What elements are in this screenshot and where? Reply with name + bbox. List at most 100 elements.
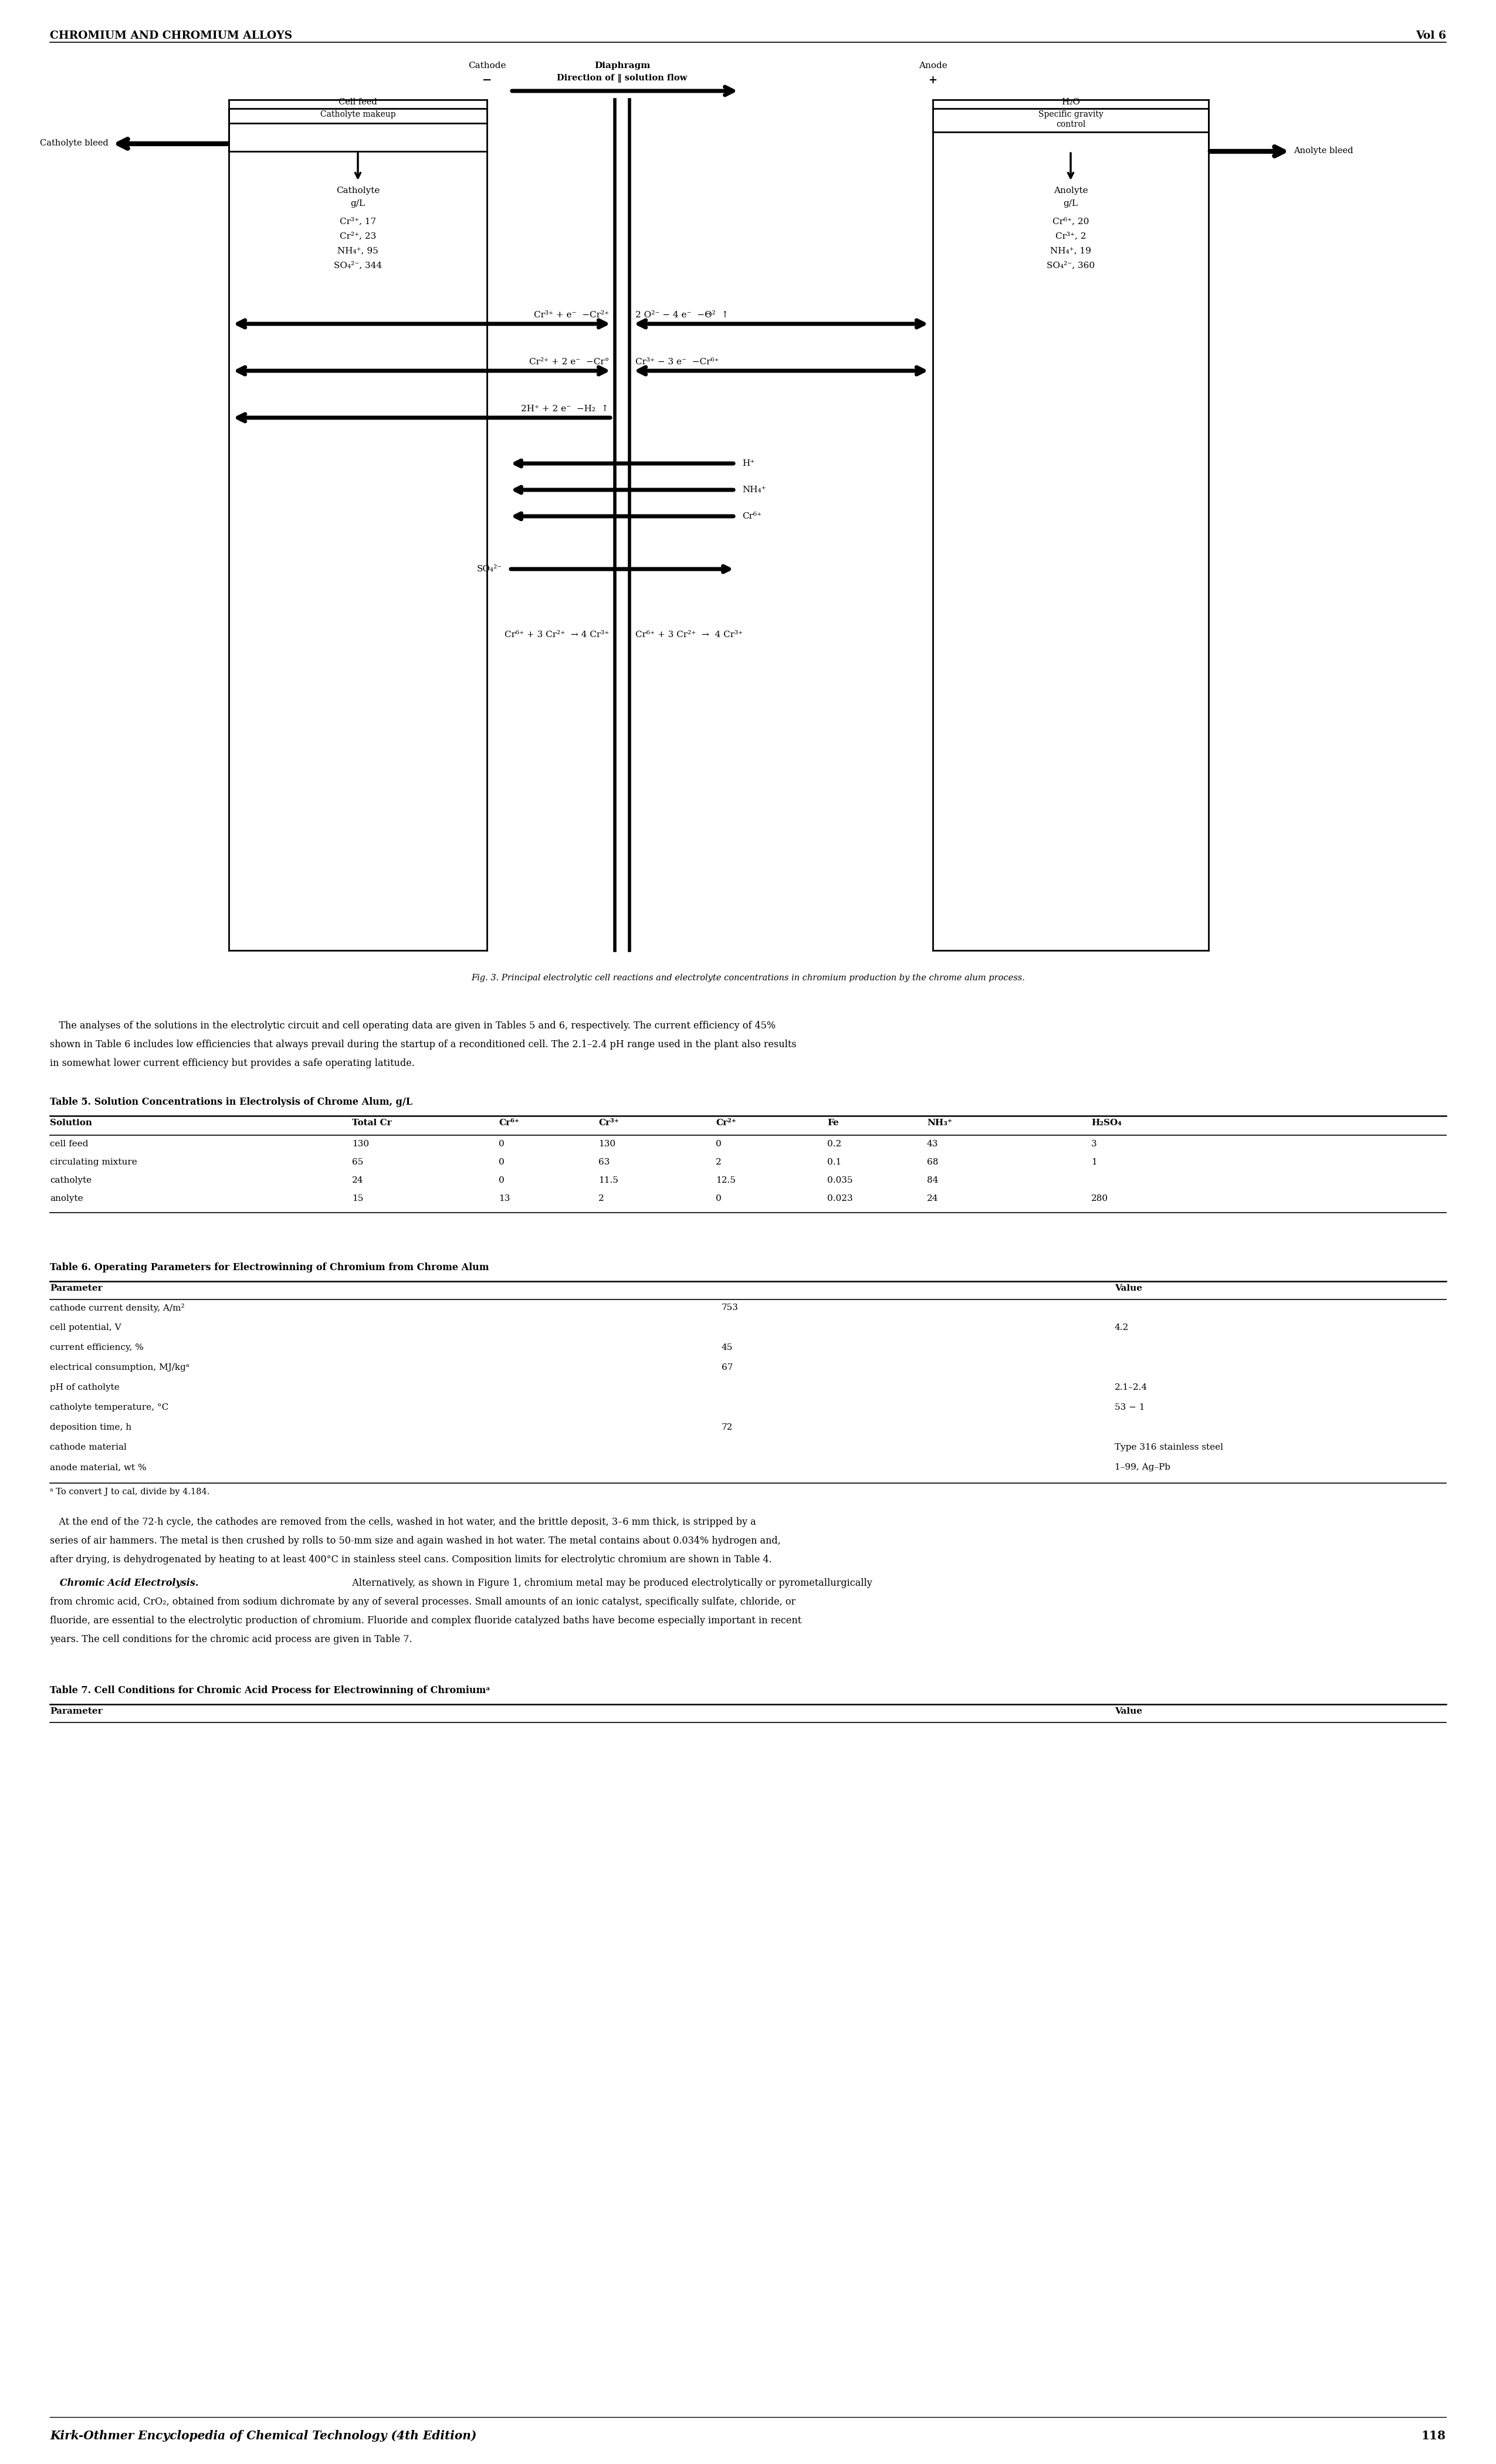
Text: Cr³⁺, 2: Cr³⁺, 2 xyxy=(1055,232,1086,239)
Text: Cr²⁺: Cr²⁺ xyxy=(715,1119,736,1126)
Text: Parameter: Parameter xyxy=(49,1284,102,1294)
Text: 3: 3 xyxy=(1091,1141,1097,1148)
Text: 2.1–2.4: 2.1–2.4 xyxy=(1115,1382,1147,1392)
Text: 24: 24 xyxy=(928,1195,938,1202)
Text: anode material, wt %: anode material, wt % xyxy=(49,1464,147,1471)
Text: Cr⁶⁺: Cr⁶⁺ xyxy=(742,513,761,520)
Text: 0: 0 xyxy=(498,1175,504,1185)
Text: Anolyte: Anolyte xyxy=(1053,187,1088,195)
Text: cathode material: cathode material xyxy=(49,1444,127,1451)
Text: anolyte: anolyte xyxy=(49,1195,84,1202)
Text: Vol 6: Vol 6 xyxy=(1415,30,1447,42)
Text: cathode current density, A/m²: cathode current density, A/m² xyxy=(49,1303,184,1313)
Text: current efficiency, %: current efficiency, % xyxy=(49,1343,144,1353)
Text: 0: 0 xyxy=(498,1141,504,1148)
Text: series of air hammers. The metal is then crushed by rolls to 50-mm size and agai: series of air hammers. The metal is then… xyxy=(49,1535,781,1545)
Text: 2H⁺ + 2 e⁻  −H₂  ↑: 2H⁺ + 2 e⁻ −H₂ ↑ xyxy=(521,404,609,414)
Text: Catholyte bleed: Catholyte bleed xyxy=(40,138,109,148)
Text: 63: 63 xyxy=(598,1158,610,1165)
Text: Solution: Solution xyxy=(49,1119,93,1126)
Text: Cathode: Cathode xyxy=(468,62,506,69)
Text: Cr³⁺ + e⁻  −Cr²⁺: Cr³⁺ + e⁻ −Cr²⁺ xyxy=(534,310,609,320)
Text: SO₄²⁻, 360: SO₄²⁻, 360 xyxy=(1047,261,1095,269)
Text: catholyte temperature, °C: catholyte temperature, °C xyxy=(49,1404,169,1412)
Text: +: + xyxy=(929,74,936,86)
Text: 53 − 1: 53 − 1 xyxy=(1115,1404,1144,1412)
Text: Table 6. Operating Parameters for Electrowinning of Chromium from Chrome Alum: Table 6. Operating Parameters for Electr… xyxy=(49,1262,489,1271)
Text: 15: 15 xyxy=(352,1195,364,1202)
Text: H⁺: H⁺ xyxy=(742,458,754,468)
Text: 280: 280 xyxy=(1091,1195,1109,1202)
Text: 1: 1 xyxy=(1091,1158,1097,1165)
Text: Table 5. Solution Concentrations in Electrolysis of Chrome Alum, g/L: Table 5. Solution Concentrations in Elec… xyxy=(49,1096,413,1106)
Text: years. The cell conditions for the chromic acid process are given in Table 7.: years. The cell conditions for the chrom… xyxy=(49,1634,413,1643)
Text: 0.1: 0.1 xyxy=(827,1158,841,1165)
Text: 12.5: 12.5 xyxy=(715,1175,736,1185)
Text: circulating mixture: circulating mixture xyxy=(49,1158,138,1165)
Text: Alternatively, as shown in Figure 1, chromium metal may be produced electrolytic: Alternatively, as shown in Figure 1, chr… xyxy=(346,1577,872,1589)
Text: in somewhat lower current efficiency but provides a safe operating latitude.: in somewhat lower current efficiency but… xyxy=(49,1060,414,1069)
Text: Direction of ‖ solution flow: Direction of ‖ solution flow xyxy=(557,74,687,84)
Text: pH of catholyte: pH of catholyte xyxy=(49,1382,120,1392)
Text: Table 7. Cell Conditions for Chromic Acid Process for Electrowinning of Chromium: Table 7. Cell Conditions for Chromic Aci… xyxy=(49,1685,491,1695)
Text: 0: 0 xyxy=(715,1195,721,1202)
Text: Cr⁶⁺, 20: Cr⁶⁺, 20 xyxy=(1052,217,1089,224)
Text: 0.2: 0.2 xyxy=(827,1141,841,1148)
Text: 1–99, Ag–Pb: 1–99, Ag–Pb xyxy=(1115,1464,1170,1471)
Text: At the end of the 72-h cycle, the cathodes are removed from the cells, washed in: At the end of the 72-h cycle, the cathod… xyxy=(49,1518,755,1528)
Text: Catholyte makeup: Catholyte makeup xyxy=(320,111,395,118)
Text: H₂O: H₂O xyxy=(1061,99,1080,106)
Text: 2: 2 xyxy=(715,1158,721,1165)
Text: 0: 0 xyxy=(715,1141,721,1148)
Text: Catholyte: Catholyte xyxy=(337,187,380,195)
Text: 45: 45 xyxy=(721,1343,733,1353)
Text: CHROMIUM AND CHROMIUM ALLOYS: CHROMIUM AND CHROMIUM ALLOYS xyxy=(49,30,292,42)
Text: SO₄²⁻: SO₄²⁻ xyxy=(477,564,503,574)
Text: 118: 118 xyxy=(1421,2430,1447,2442)
Text: 2 O²⁻ − 4 e⁻  −Θ²  ↑: 2 O²⁻ − 4 e⁻ −Θ² ↑ xyxy=(636,310,729,320)
Text: Cr²⁺ + 2 e⁻  −Cr°: Cr²⁺ + 2 e⁻ −Cr° xyxy=(530,357,609,367)
Text: Cr³⁺: Cr³⁺ xyxy=(598,1119,619,1126)
Text: Cell feed: Cell feed xyxy=(338,99,377,106)
Text: Kirk-Othmer Encyclopedia of Chemical Technology (4th Edition): Kirk-Othmer Encyclopedia of Chemical Tec… xyxy=(49,2430,477,2442)
Text: Anode: Anode xyxy=(919,62,947,69)
Text: g/L: g/L xyxy=(1064,200,1079,207)
Text: 753: 753 xyxy=(721,1303,739,1311)
Text: SO₄²⁻, 344: SO₄²⁻, 344 xyxy=(334,261,381,269)
Text: 67: 67 xyxy=(721,1363,733,1372)
Text: 11.5: 11.5 xyxy=(598,1175,618,1185)
Text: Cr⁶⁺ + 3 Cr²⁺  →  4 Cr³⁺: Cr⁶⁺ + 3 Cr²⁺ → 4 Cr³⁺ xyxy=(636,631,744,638)
Text: 0.023: 0.023 xyxy=(827,1195,853,1202)
Text: −: − xyxy=(482,74,492,86)
Text: cell potential, V: cell potential, V xyxy=(49,1323,121,1331)
Text: 43: 43 xyxy=(928,1141,938,1148)
Text: 13: 13 xyxy=(498,1195,510,1202)
Text: electrical consumption, MJ/kgᵃ: electrical consumption, MJ/kgᵃ xyxy=(49,1363,190,1372)
Text: NH₄⁺: NH₄⁺ xyxy=(742,485,766,493)
Text: Total Cr: Total Cr xyxy=(352,1119,392,1126)
Text: cell feed: cell feed xyxy=(49,1141,88,1148)
Text: Type 316 stainless steel: Type 316 stainless steel xyxy=(1115,1444,1224,1451)
Text: 0.035: 0.035 xyxy=(827,1175,853,1185)
Text: NH₄⁺, 19: NH₄⁺, 19 xyxy=(1050,246,1091,254)
Text: 65: 65 xyxy=(352,1158,364,1165)
Text: Parameter: Parameter xyxy=(49,1708,102,1715)
Text: H₂SO₄: H₂SO₄ xyxy=(1091,1119,1122,1126)
Text: Cr³⁺ − 3 e⁻  −Cr⁶⁺: Cr³⁺ − 3 e⁻ −Cr⁶⁺ xyxy=(636,357,720,367)
Text: NH₃⁺: NH₃⁺ xyxy=(928,1119,951,1126)
Text: Cr³⁺, 17: Cr³⁺, 17 xyxy=(340,217,375,224)
Text: Cr⁶⁺: Cr⁶⁺ xyxy=(498,1119,519,1126)
Text: Fe: Fe xyxy=(827,1119,839,1126)
Text: Cr²⁺, 23: Cr²⁺, 23 xyxy=(340,232,375,239)
Text: 84: 84 xyxy=(928,1175,938,1185)
Text: NH₄⁺, 95: NH₄⁺, 95 xyxy=(338,246,378,254)
Text: from chromic acid, CrO₂, obtained from sodium dichromate by any of several proce: from chromic acid, CrO₂, obtained from s… xyxy=(49,1597,796,1607)
Text: Specific gravity: Specific gravity xyxy=(1038,111,1103,118)
Text: shown in Table 6 includes low efficiencies that always prevail during the startu: shown in Table 6 includes low efficienci… xyxy=(49,1040,796,1050)
Text: Value: Value xyxy=(1115,1708,1143,1715)
Text: deposition time, h: deposition time, h xyxy=(49,1424,132,1432)
Text: 130: 130 xyxy=(598,1141,615,1148)
Text: ᵃ To convert J to cal, divide by 4.184.: ᵃ To convert J to cal, divide by 4.184. xyxy=(49,1488,209,1496)
Text: Anolyte bleed: Anolyte bleed xyxy=(1294,148,1354,155)
Text: Chromic Acid Electrolysis.: Chromic Acid Electrolysis. xyxy=(49,1577,199,1589)
